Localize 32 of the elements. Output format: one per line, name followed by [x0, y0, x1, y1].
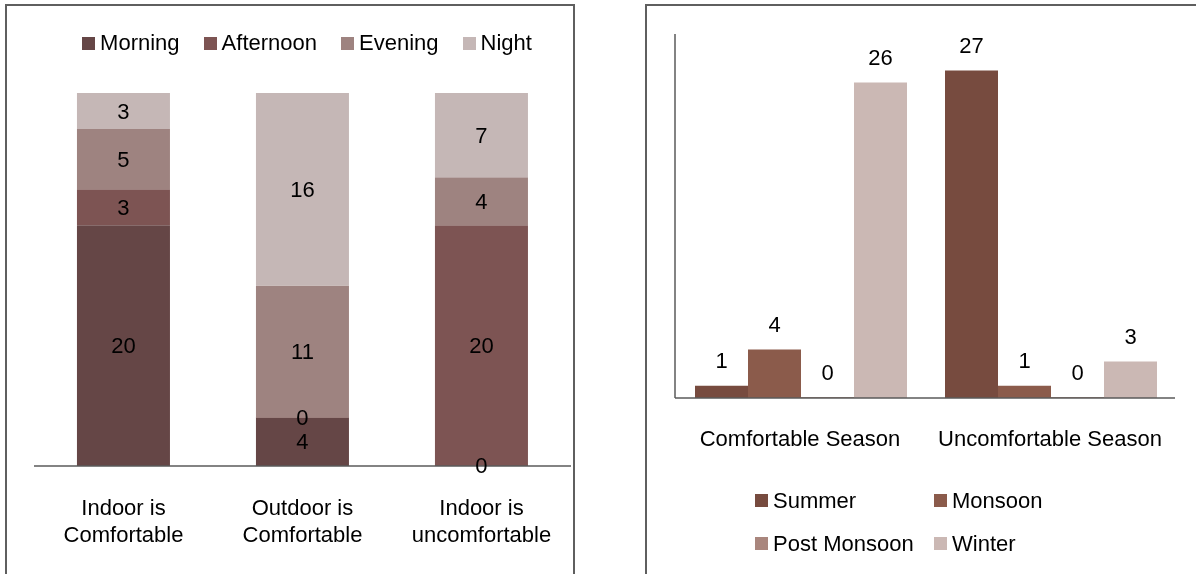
x-tick-label: Indoor is Comfortable [63, 494, 184, 547]
data-label: 1 [1018, 348, 1031, 374]
legend-label: Winter [952, 530, 1016, 557]
data-label: 4 [296, 429, 309, 455]
data-label: 20 [111, 333, 136, 359]
data-label: 16 [290, 176, 315, 202]
data-label: 26 [868, 45, 893, 71]
x-tick-label: Comfortable Season [699, 425, 901, 451]
data-label: 27 [959, 32, 984, 58]
data-label: 0 [1071, 359, 1084, 385]
legend-label: Post Monsoon [773, 530, 914, 557]
data-label: 4 [475, 188, 488, 214]
data-label: 7 [475, 122, 488, 148]
legend-label: Monsoon [952, 487, 1043, 514]
data-label: 3 [117, 194, 130, 220]
data-label: 0 [296, 404, 309, 430]
x-tick-label: Outdoor is Comfortable [242, 494, 363, 547]
legend-label: Night [480, 30, 532, 56]
x-tick-label: Indoor is uncomfortable [411, 494, 552, 547]
x-tick-label: Uncomfortable Season [938, 425, 1162, 451]
data-label: 11 [291, 339, 314, 365]
data-label: 3 [117, 98, 130, 124]
data-label: 5 [117, 146, 130, 172]
data-label: 3 [1124, 324, 1137, 350]
legend-label: Evening [359, 30, 439, 56]
data-label: 1 [715, 348, 728, 374]
legend-label: Summer [773, 487, 857, 514]
legend-label: Afternoon [221, 30, 317, 56]
data-label: 4 [768, 311, 781, 337]
legend-label: Morning [100, 30, 180, 56]
data-label: 0 [821, 359, 834, 385]
data-label: 20 [469, 333, 494, 359]
